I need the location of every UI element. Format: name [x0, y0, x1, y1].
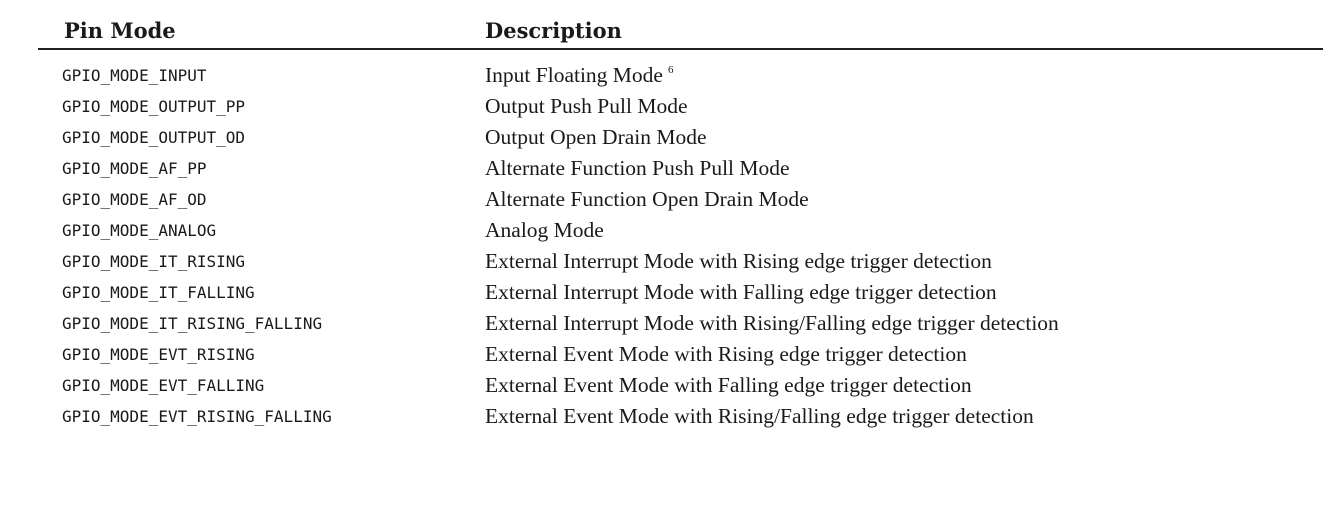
footnote-marker: 6 — [667, 64, 674, 77]
pin-mode-cell: GPIO_MODE_INPUT — [62, 65, 207, 85]
header-description: Description — [485, 18, 622, 43]
table-row: GPIO_MODE_AF_OD Alternate Function Open … — [38, 187, 1323, 218]
table-row: GPIO_MODE_AF_PP Alternate Function Push … — [38, 156, 1323, 187]
pin-mode-cell: GPIO_MODE_IT_RISING_FALLING — [62, 313, 323, 333]
table-row: GPIO_MODE_EVT_RISING_FALLING External Ev… — [38, 404, 1323, 435]
pin-mode-cell: GPIO_MODE_AF_OD — [62, 189, 207, 209]
description-cell: Output Push Pull Mode — [485, 93, 688, 118]
header-rule — [38, 48, 1323, 50]
table-row: GPIO_MODE_INPUT Input Floating Mode 6 — [38, 63, 1323, 94]
description-cell: External Interrupt Mode with Rising/Fall… — [485, 310, 1059, 335]
table-row: GPIO_MODE_EVT_FALLING External Event Mod… — [38, 373, 1323, 404]
table-header: Pin Mode Description — [38, 10, 1323, 48]
table-row: GPIO_MODE_OUTPUT_PP Output Push Pull Mod… — [38, 94, 1323, 125]
table-row: GPIO_MODE_IT_RISING External Interrupt M… — [38, 249, 1323, 280]
description-text: Input Floating Mode — [485, 62, 663, 87]
description-cell: Alternate Function Open Drain Mode — [485, 186, 809, 211]
pin-mode-cell: GPIO_MODE_ANALOG — [62, 220, 217, 240]
table-row: GPIO_MODE_IT_RISING_FALLING External Int… — [38, 311, 1323, 342]
table-body: GPIO_MODE_INPUT Input Floating Mode 6 GPI… — [38, 63, 1323, 435]
description-cell: External Interrupt Mode with Rising edge… — [485, 248, 992, 273]
table-row: GPIO_MODE_EVT_RISING External Event Mode… — [38, 342, 1323, 373]
pin-mode-cell: GPIO_MODE_IT_RISING — [62, 251, 246, 271]
description-cell: Input Floating Mode 6 — [485, 63, 673, 88]
pin-mode-cell: GPIO_MODE_OUTPUT_OD — [62, 127, 246, 147]
pin-mode-cell: GPIO_MODE_EVT_RISING — [62, 344, 255, 364]
description-cell: Analog Mode — [485, 217, 604, 242]
description-cell: Output Open Drain Mode — [485, 124, 707, 149]
pin-mode-table: Pin Mode Description GPIO_MODE_INPUT Inp… — [38, 10, 1323, 435]
description-cell: External Event Mode with Rising/Falling … — [485, 403, 1034, 428]
description-cell: Alternate Function Push Pull Mode — [485, 155, 790, 180]
header-pin-mode: Pin Mode — [64, 18, 176, 43]
pin-mode-cell: GPIO_MODE_AF_PP — [62, 158, 207, 178]
table-row: GPIO_MODE_OUTPUT_OD Output Open Drain Mo… — [38, 125, 1323, 156]
pin-mode-cell: GPIO_MODE_IT_FALLING — [62, 282, 255, 302]
description-cell: External Event Mode with Falling edge tr… — [485, 372, 972, 397]
pin-mode-cell: GPIO_MODE_EVT_RISING_FALLING — [62, 406, 332, 426]
description-cell: External Event Mode with Rising edge tri… — [485, 341, 967, 366]
pin-mode-cell: GPIO_MODE_EVT_FALLING — [62, 375, 265, 395]
table-row: GPIO_MODE_IT_FALLING External Interrupt … — [38, 280, 1323, 311]
pin-mode-cell: GPIO_MODE_OUTPUT_PP — [62, 96, 246, 116]
table-row: GPIO_MODE_ANALOG Analog Mode — [38, 218, 1323, 249]
description-cell: External Interrupt Mode with Falling edg… — [485, 279, 997, 304]
